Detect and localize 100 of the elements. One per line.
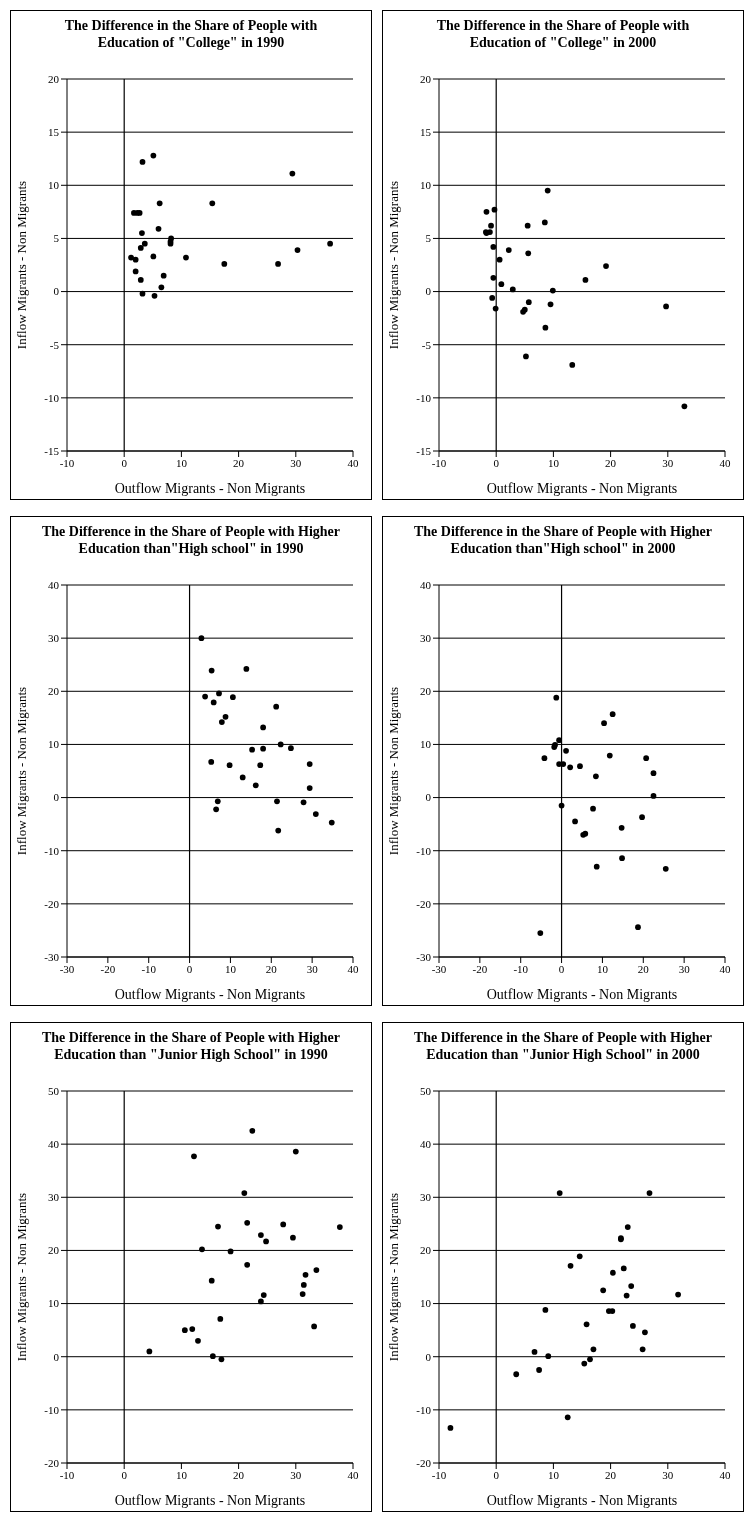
y-tick-label: 15: [420, 126, 432, 139]
y-tick-label: -10: [44, 1403, 60, 1416]
chart-title: The Difference in the Share of People with Education of "College" in 2000: [435, 17, 691, 52]
x-tick-label: 30: [290, 1468, 302, 1481]
x-tick-label: 0: [493, 1468, 500, 1481]
x-tick-label: 40: [719, 456, 731, 469]
y-tick-label: -10: [416, 844, 432, 857]
y-tick-label: -30: [44, 950, 60, 963]
x-tick-label: 40: [347, 962, 359, 975]
y-tick-label: 20: [48, 1244, 60, 1257]
x-axis-title: Outflow Migrants - Non Migrants: [486, 1493, 678, 1508]
x-tick-label: 40: [719, 1468, 731, 1481]
chart-title: The Difference in the Share of People with Higher Education than"High school" in 2000: [412, 523, 714, 558]
y-tick-label: -20: [416, 1456, 432, 1469]
y-tick-label: 30: [48, 1191, 60, 1204]
x-axis-title: Outflow Migrants - Non Migrants: [114, 1493, 306, 1508]
y-tick-label: 0: [53, 791, 60, 804]
x-axis-title: Outflow Migrants - Non Migrants: [486, 481, 678, 496]
x-axis-title: Outflow Migrants - Non Migrants: [114, 987, 306, 1002]
x-tick-label: 10: [224, 962, 237, 975]
y-tick-label: 30: [48, 632, 60, 645]
x-tick-label: 10: [175, 456, 188, 469]
y-tick-label: 0: [425, 285, 432, 298]
y-axis-title: Inflow Migrants - Non Migrants: [13, 180, 29, 350]
y-tick-label: 20: [48, 685, 60, 698]
y-tick-label: -10: [416, 1403, 432, 1416]
y-tick-label: 40: [420, 1138, 432, 1151]
y-tick-label: 10: [420, 1297, 432, 1310]
y-tick-label: -15: [416, 444, 432, 457]
y-tick-label: -30: [416, 950, 432, 963]
y-tick-label: 15: [48, 126, 60, 139]
y-tick-label: 50: [48, 1084, 60, 1097]
y-tick-label: 10: [48, 738, 60, 751]
chart-title: The Difference in the Share of People with Higher Education than "Junior High School" in 1990: [40, 1029, 342, 1064]
x-tick-label: 30: [678, 962, 691, 975]
y-axis-title: Inflow Migrants - Non Migrants: [385, 180, 401, 350]
x-tick-label: 0: [558, 962, 565, 975]
x-tick-label: 20: [233, 456, 245, 469]
y-tick-label: 40: [48, 1138, 60, 1151]
x-tick-label: -20: [100, 962, 116, 975]
y-tick-label: -20: [44, 897, 60, 910]
y-tick-label: 20: [48, 72, 60, 85]
y-tick-label: 10: [420, 738, 432, 751]
x-tick-label: 10: [547, 1468, 560, 1481]
y-tick-label: 0: [53, 1350, 60, 1363]
y-axis-title: Inflow Migrants - Non Migrants: [385, 686, 401, 856]
x-tick-label: -10: [513, 962, 529, 975]
y-tick-label: 10: [48, 1297, 60, 1310]
chart-title: The Difference in the Share of People with Higher Education than "Junior High School" in 2000: [412, 1029, 714, 1064]
x-tick-label: 20: [233, 1468, 245, 1481]
y-tick-label: 0: [425, 791, 432, 804]
y-tick-label: 0: [425, 1350, 432, 1363]
x-tick-label: 10: [596, 962, 609, 975]
x-tick-label: 0: [493, 456, 500, 469]
y-tick-label: 5: [53, 232, 60, 245]
x-tick-label: -20: [472, 962, 488, 975]
x-tick-label: 10: [175, 1468, 188, 1481]
x-axis-title: Outflow Migrants - Non Migrants: [486, 987, 678, 1002]
chart-title: The Difference in the Share of People with Education of "College" in 1990: [63, 17, 319, 52]
x-tick-label: 30: [306, 962, 319, 975]
x-tick-label: 0: [121, 1468, 128, 1481]
y-tick-label: 40: [48, 578, 60, 591]
y-axis-title: Inflow Migrants - Non Migrants: [385, 1192, 401, 1362]
x-tick-label: 20: [637, 962, 650, 975]
y-tick-label: -5: [421, 338, 432, 351]
x-tick-label: 0: [186, 962, 193, 975]
x-tick-label: 30: [290, 456, 302, 469]
y-axis-title: Inflow Migrants - Non Migrants: [13, 1192, 29, 1362]
x-tick-label: 30: [662, 456, 674, 469]
y-tick-label: 0: [53, 285, 60, 298]
x-tick-label: 30: [662, 1468, 674, 1481]
x-axis-title: Outflow Migrants - Non Migrants: [114, 481, 306, 496]
y-tick-label: -20: [416, 897, 432, 910]
y-tick-label: 30: [420, 632, 432, 645]
y-tick-label: 30: [420, 1191, 432, 1204]
y-tick-label: 20: [420, 685, 432, 698]
x-tick-label: 40: [347, 1468, 359, 1481]
x-tick-label: 20: [605, 1468, 617, 1481]
y-tick-label: -10: [416, 391, 432, 404]
y-tick-label: -15: [44, 444, 60, 457]
y-tick-label: 40: [420, 578, 432, 591]
x-tick-label: 0: [121, 456, 128, 469]
x-tick-label: 20: [605, 456, 617, 469]
x-tick-label: 40: [719, 962, 731, 975]
y-tick-label: -5: [49, 338, 60, 351]
y-tick-label: 50: [420, 1084, 432, 1097]
y-tick-label: -10: [44, 844, 60, 857]
x-tick-label: -10: [141, 962, 157, 975]
y-tick-label: -20: [44, 1456, 60, 1469]
x-tick-label: 10: [547, 456, 560, 469]
x-tick-label: 20: [265, 962, 278, 975]
y-tick-label: 20: [420, 1244, 432, 1257]
y-tick-label: 10: [420, 179, 432, 192]
y-tick-label: 5: [425, 232, 432, 245]
y-tick-label: 20: [420, 72, 432, 85]
y-axis-title: Inflow Migrants - Non Migrants: [13, 686, 29, 856]
y-tick-label: -10: [44, 391, 60, 404]
x-tick-label: 40: [347, 456, 359, 469]
y-tick-label: 10: [48, 179, 60, 192]
chart-title: The Difference in the Share of People with Higher Education than"High school" in 1990: [40, 523, 342, 558]
